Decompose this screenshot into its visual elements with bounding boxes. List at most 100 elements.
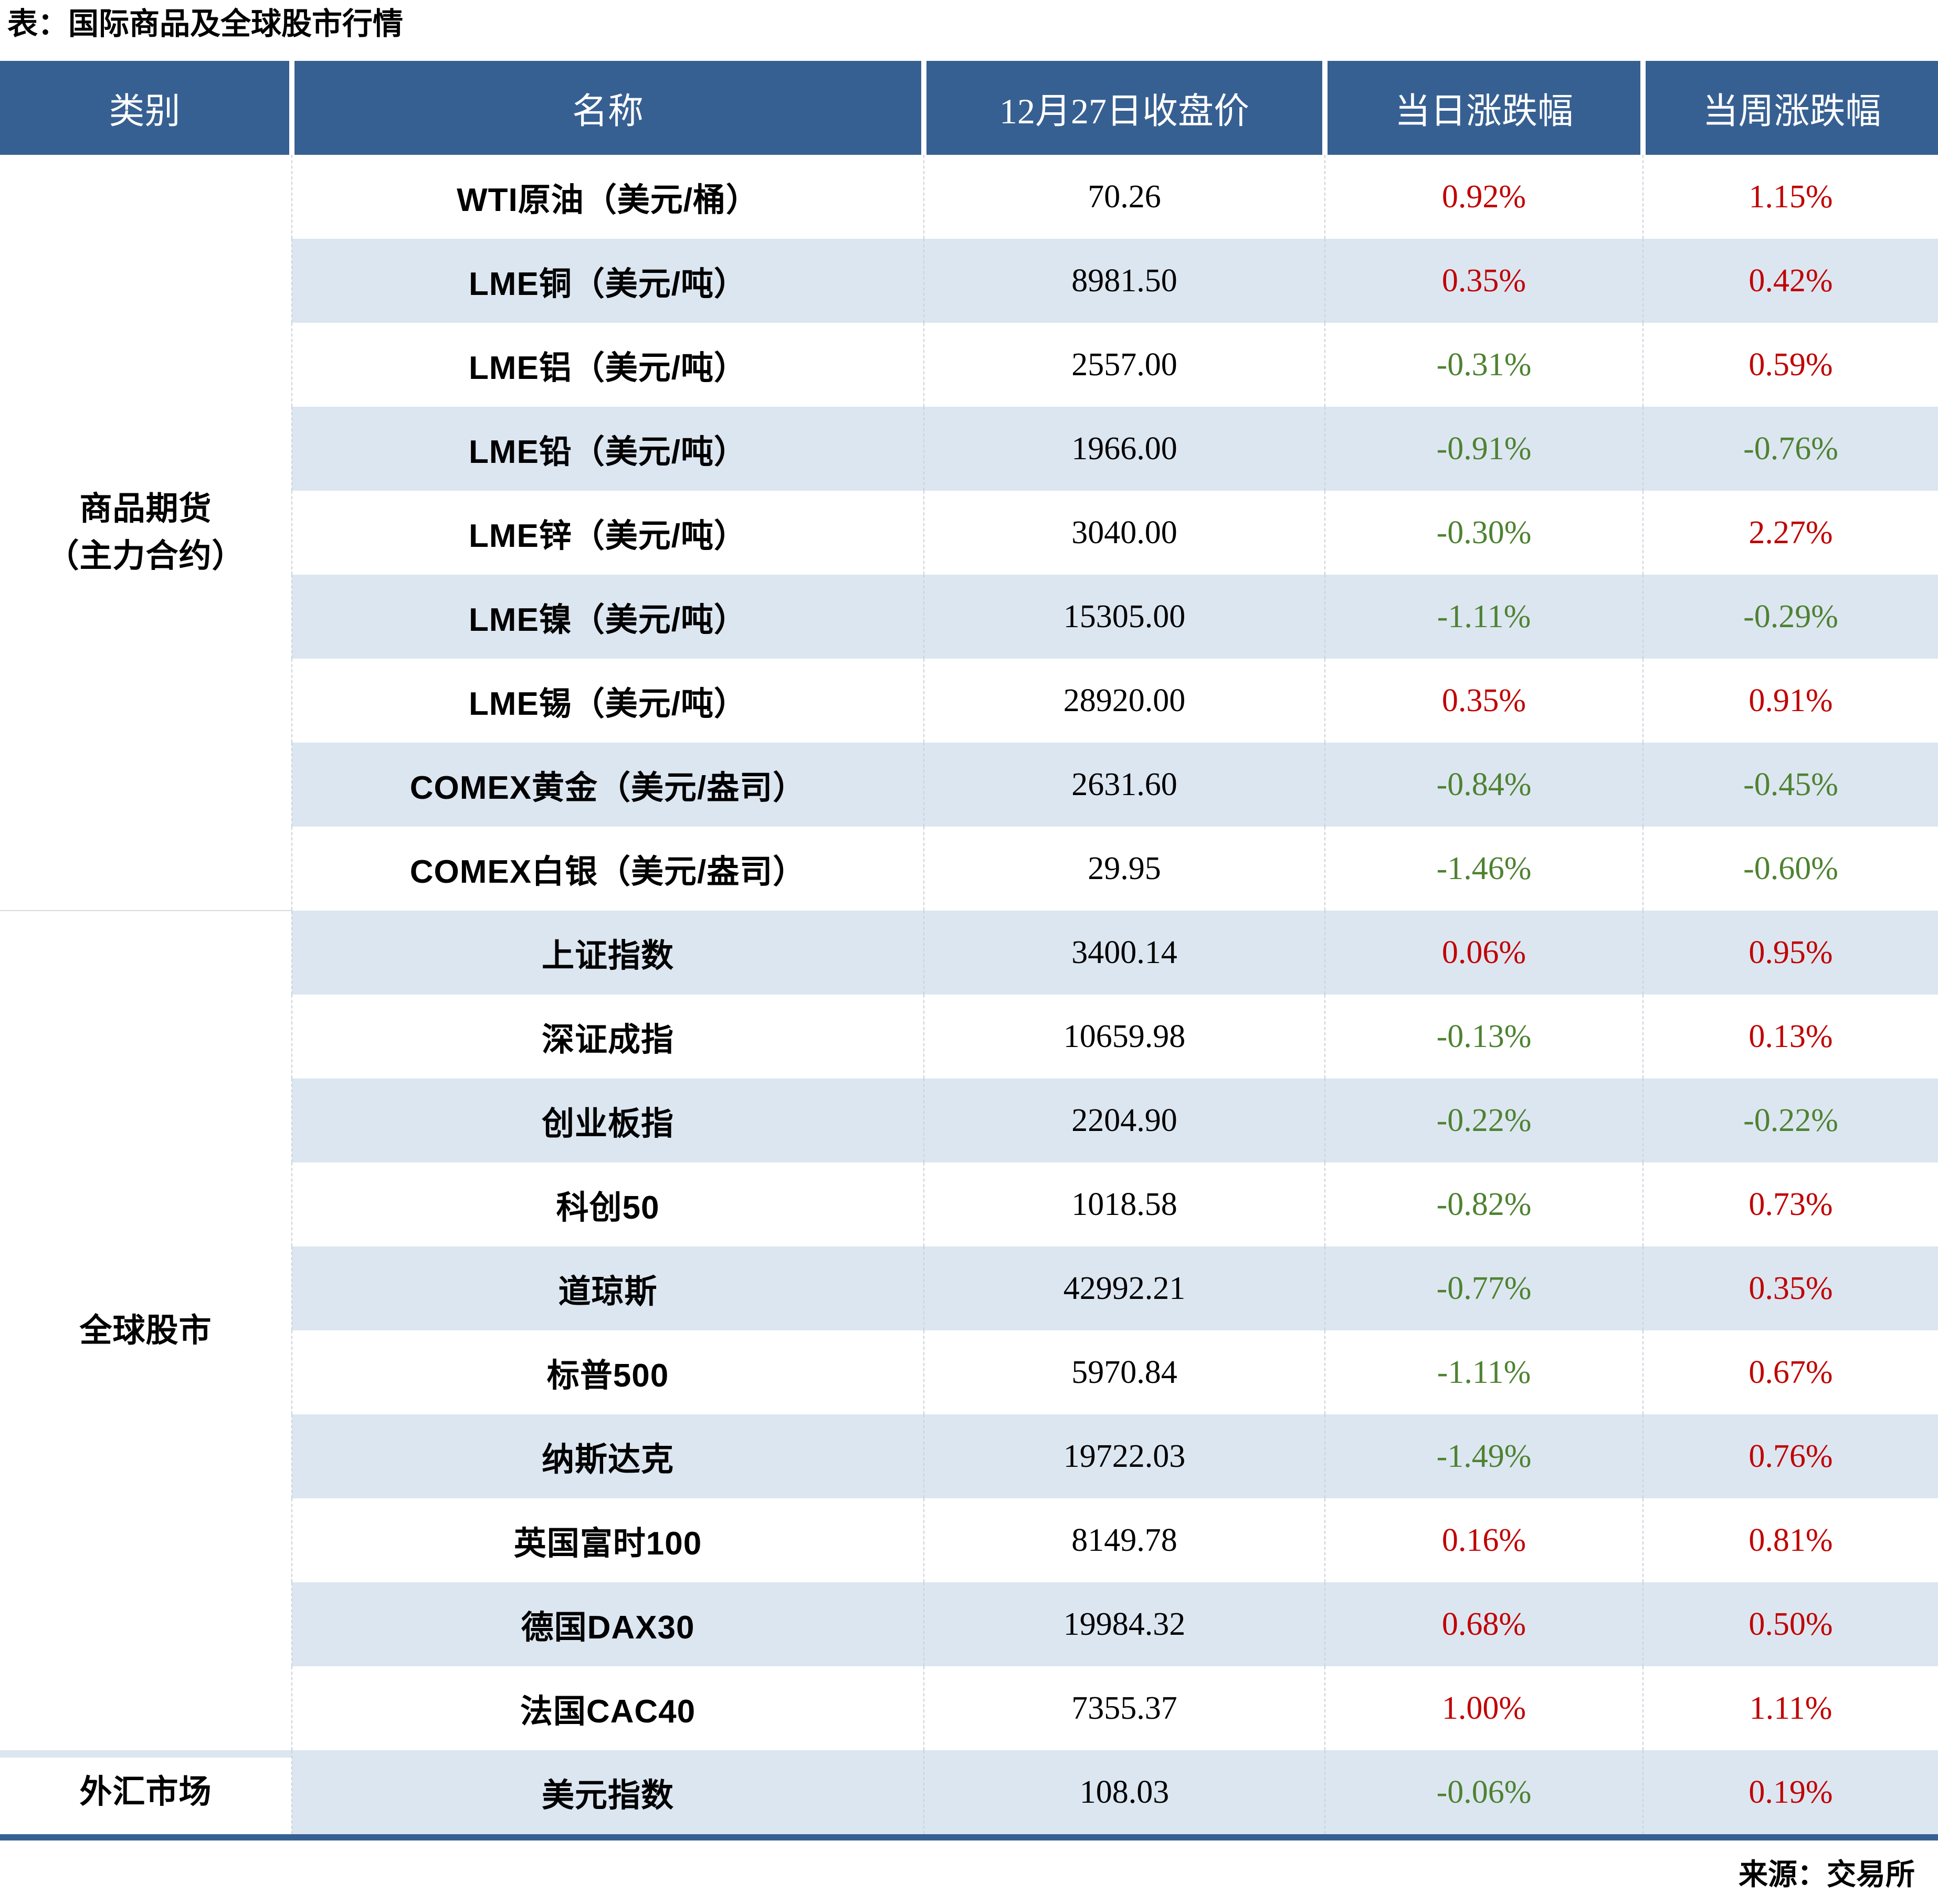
week-change-cell: -0.29% [1642, 575, 1938, 659]
header-close-price: 12月27日收盘价 [921, 61, 1325, 155]
week-change-cell: 0.76% [1642, 1414, 1938, 1498]
table-row: 科创50 1018.58 -0.82% 0.73% [0, 1162, 1938, 1246]
category-label-line: （主力合约） [46, 537, 245, 574]
name-cell: 上证指数 [291, 911, 924, 995]
day-change-cell: 0.35% [1324, 239, 1643, 323]
week-change-cell: -0.60% [1642, 827, 1938, 911]
week-change-cell: 0.73% [1642, 1162, 1938, 1246]
day-change-cell: -0.13% [1324, 995, 1643, 1078]
close-cell: 8981.50 [923, 239, 1325, 323]
table-row: 深证成指 10659.98 -0.13% 0.13% [0, 995, 1938, 1078]
close-cell: 1966.00 [923, 407, 1325, 491]
week-change-cell: 0.42% [1642, 239, 1938, 323]
table-bottom-border [0, 1834, 1938, 1840]
day-change-cell: -1.46% [1324, 827, 1643, 911]
day-change-cell: 0.92% [1324, 155, 1643, 239]
close-cell: 5970.84 [923, 1330, 1325, 1414]
name-cell: LME铝（美元/吨） [291, 323, 924, 407]
header-name: 名称 [289, 61, 924, 155]
day-change-cell: -0.22% [1324, 1078, 1643, 1162]
day-change-cell: -0.06% [1324, 1750, 1643, 1834]
close-cell: 19984.32 [923, 1582, 1325, 1666]
header-row: 类别 名称 12月27日收盘价 当日涨跌幅 当周涨跌幅 [0, 61, 1938, 155]
week-change-cell: 0.91% [1642, 659, 1938, 743]
table-row: LME锌（美元/吨） 3040.00 -0.30% 2.27% [0, 491, 1938, 575]
week-change-cell: 0.81% [1642, 1498, 1938, 1582]
close-cell: 7355.37 [923, 1666, 1325, 1750]
week-change-cell: -0.76% [1642, 407, 1938, 491]
week-change-cell: 0.67% [1642, 1330, 1938, 1414]
name-cell: 深证成指 [291, 995, 924, 1078]
name-cell: 科创50 [291, 1162, 924, 1246]
name-cell: WTI原油（美元/桶） [291, 155, 924, 239]
week-change-cell: 2.27% [1642, 491, 1938, 575]
week-change-cell: 1.15% [1642, 155, 1938, 239]
table-row: LME锡（美元/吨） 28920.00 0.35% 0.91% [0, 659, 1938, 743]
category-label-line: 全球股市 [79, 1312, 212, 1349]
name-cell: LME铅（美元/吨） [291, 407, 924, 491]
name-cell: LME锡（美元/吨） [291, 659, 924, 743]
close-cell: 2557.00 [923, 323, 1325, 407]
day-change-cell: 0.35% [1324, 659, 1643, 743]
name-cell: 英国富时100 [291, 1498, 924, 1582]
close-cell: 8149.78 [923, 1498, 1325, 1582]
table-row: 纳斯达克 19722.03 -1.49% 0.76% [0, 1414, 1938, 1498]
table-row: 商品期货 （主力合约） WTI原油（美元/桶） 70.26 0.92% 1.15… [0, 155, 1938, 911]
close-cell: 42992.21 [923, 1246, 1325, 1330]
header-day-change: 当日涨跌幅 [1322, 61, 1643, 155]
close-cell: 29.95 [923, 827, 1325, 911]
name-cell: 标普500 [291, 1330, 924, 1414]
day-change-cell: 0.06% [1324, 911, 1643, 995]
category-cell-commodity-futures: 商品期货 （主力合约） [0, 155, 292, 911]
close-cell: 108.03 [923, 1750, 1325, 1834]
header-category: 类别 [0, 61, 292, 155]
close-cell: 3400.14 [923, 911, 1325, 995]
close-cell: 2204.90 [923, 1078, 1325, 1162]
name-cell: 美元指数 [291, 1750, 924, 1834]
table-row: LME铅（美元/吨） 1966.00 -0.91% -0.76% [0, 407, 1938, 491]
close-cell: 3040.00 [923, 491, 1325, 575]
close-cell: 2631.60 [923, 743, 1325, 827]
day-change-cell: -1.11% [1324, 575, 1643, 659]
week-change-cell: 0.13% [1642, 995, 1938, 1078]
table-row: 全球股市 上证指数 3400.14 0.06% 0.95% [0, 910, 1938, 1750]
category-cell-forex: 外汇市场 [0, 1750, 292, 1834]
page-title: 表：国际商品及全球股市行情 [7, 7, 404, 41]
day-change-cell: 0.68% [1324, 1582, 1643, 1666]
day-change-cell: 0.16% [1324, 1498, 1643, 1582]
table-row: 法国CAC40 7355.37 1.00% 1.11% [0, 1666, 1938, 1750]
table-row: LME铜（美元/吨） 8981.50 0.35% 0.42% [0, 239, 1938, 323]
name-cell: 纳斯达克 [291, 1414, 924, 1498]
table-row: LME铝（美元/吨） 2557.00 -0.31% 0.59% [0, 323, 1938, 407]
week-change-cell: -0.22% [1642, 1078, 1938, 1162]
week-change-cell: -0.45% [1642, 743, 1938, 827]
day-change-cell: -0.30% [1324, 491, 1643, 575]
week-change-cell: 1.11% [1642, 1666, 1938, 1750]
day-change-cell: -0.31% [1324, 323, 1643, 407]
day-change-cell: -0.84% [1324, 743, 1643, 827]
table-row: 创业板指 2204.90 -0.22% -0.22% [0, 1078, 1938, 1162]
day-change-cell: -0.82% [1324, 1162, 1643, 1246]
day-change-cell: -0.77% [1324, 1246, 1643, 1330]
name-cell: LME锌（美元/吨） [291, 491, 924, 575]
category-label-line: 外汇市场 [79, 1774, 212, 1811]
table-row: LME镍（美元/吨） 15305.00 -1.11% -0.29% [0, 575, 1938, 659]
day-change-cell: -1.11% [1324, 1330, 1643, 1414]
week-change-cell: 0.19% [1642, 1750, 1938, 1834]
week-change-cell: 0.50% [1642, 1582, 1938, 1666]
header-week-change: 当周涨跌幅 [1640, 61, 1938, 155]
name-cell: 法国CAC40 [291, 1666, 924, 1750]
week-change-cell: 0.95% [1642, 911, 1938, 995]
close-cell: 70.26 [923, 155, 1325, 239]
table-row: COMEX白银（美元/盎司） 29.95 -1.46% -0.60% [0, 827, 1938, 911]
day-change-cell: 1.00% [1324, 1666, 1643, 1750]
category-label-line: 商品期货 [79, 490, 212, 527]
table-row: 德国DAX30 19984.32 0.68% 0.50% [0, 1582, 1938, 1666]
name-cell: LME铜（美元/吨） [291, 239, 924, 323]
table-row: 外汇市场 美元指数 108.03 -0.06% 0.19% [0, 1750, 1938, 1834]
source-note: 来源：交易所 [1739, 1858, 1915, 1891]
table-row: 道琼斯 42992.21 -0.77% 0.35% [0, 1246, 1938, 1330]
close-cell: 28920.00 [923, 659, 1325, 743]
name-cell: COMEX黄金（美元/盎司） [291, 743, 924, 827]
day-change-cell: -0.91% [1324, 407, 1643, 491]
